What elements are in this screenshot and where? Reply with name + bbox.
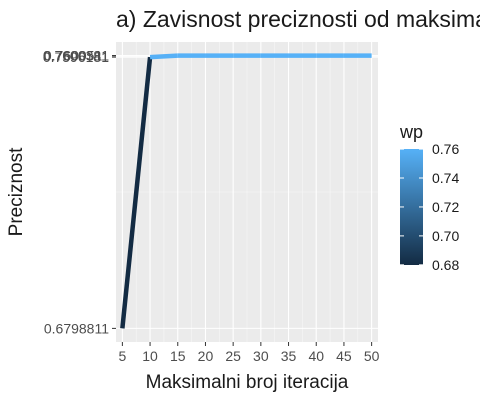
x-tick-label: 40 [308,348,324,364]
line-segment [120,56,153,329]
y-tick-label: 0.7600511 [44,48,109,64]
legend-tick-label: 0.74 [432,170,459,186]
line-segment [149,53,178,60]
x-tick-label: 35 [281,348,297,364]
x-tick-label: 20 [198,348,214,364]
x-tick-label: 45 [336,348,352,364]
legend-tick-label: 0.68 [432,257,459,273]
legend: wp 0.68 0.70 0.72 0.74 0.76 [399,122,459,273]
x-tick-label: 15 [170,348,186,364]
y-axis-label: Preciznost [6,147,27,236]
x-tick-label: 30 [253,348,269,364]
x-tick-label: 25 [225,348,241,364]
legend-ticks: 0.68 0.70 0.72 0.74 0.76 [400,141,459,273]
legend-tick-label: 0.76 [432,141,459,157]
legend-title: wp [399,122,423,142]
legend-tick-label: 0.70 [432,228,459,244]
x-tick-label: 10 [142,348,158,364]
line-layer [120,53,372,329]
legend-colorbar [400,149,423,265]
x-axis: 5 10 15 20 25 30 35 40 45 50 [118,342,380,364]
x-tick-label: 50 [364,348,380,364]
grid-minor [116,42,378,342]
y-tick-label: 0.7596181 [43,49,109,65]
x-axis-label: Maksimalni broj iteracija [146,372,349,393]
legend-tick-label: 0.72 [432,199,459,215]
y-tick-label: 0.7600381 [43,48,109,64]
chart-title: a) Zavisnost preciznosti od maksimalnog … [116,6,480,32]
y-tick-label: 0.6798811 [44,320,109,336]
x-tick-label: 5 [118,348,126,364]
